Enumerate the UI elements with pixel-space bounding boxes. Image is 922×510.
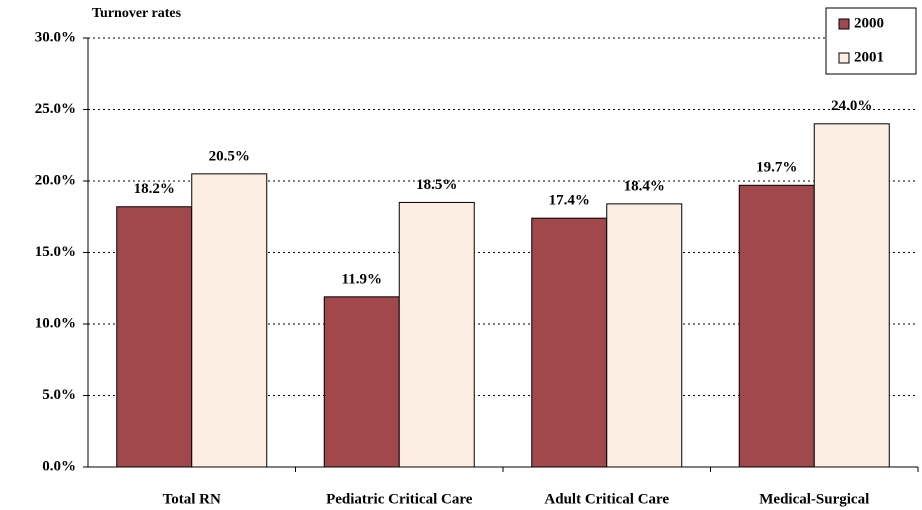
y-axis-label: Turnover rates xyxy=(92,6,182,21)
y-tick-label: 30.0% xyxy=(35,29,76,45)
bar xyxy=(191,173,268,468)
bar xyxy=(323,296,400,468)
legend-swatch xyxy=(838,18,850,30)
y-tick-label: 10.0% xyxy=(35,315,76,331)
value-label: 19.7% xyxy=(756,160,797,176)
value-label: 18.2% xyxy=(134,181,175,197)
bar xyxy=(813,123,890,468)
bar xyxy=(738,184,815,468)
value-label: 17.4% xyxy=(549,193,590,209)
legend-label: 2001 xyxy=(854,49,884,65)
x-tick-label: Pediatric Critical Care xyxy=(326,491,473,507)
value-label: 20.5% xyxy=(209,148,250,164)
x-tick-label: Adult Critical Care xyxy=(544,491,669,507)
value-label: 11.9% xyxy=(342,271,382,287)
bar xyxy=(606,203,683,468)
y-tick-label: 20.0% xyxy=(35,172,76,188)
legend-label: 2000 xyxy=(854,15,884,31)
bar xyxy=(398,201,475,468)
bar xyxy=(531,217,608,468)
y-tick-label: 15.0% xyxy=(35,244,76,260)
y-tick-label: 0.0% xyxy=(42,458,76,474)
value-label: 18.4% xyxy=(624,178,665,194)
y-tick-label: 5.0% xyxy=(42,387,76,403)
value-label: 24.0% xyxy=(831,98,872,114)
legend-swatch xyxy=(838,52,850,64)
y-tick-label: 25.0% xyxy=(35,101,76,117)
x-tick-label: Total RN xyxy=(163,491,221,507)
bar xyxy=(116,206,193,468)
value-label: 18.5% xyxy=(416,177,457,193)
x-tick-label: Medical-Surgical xyxy=(759,491,869,507)
